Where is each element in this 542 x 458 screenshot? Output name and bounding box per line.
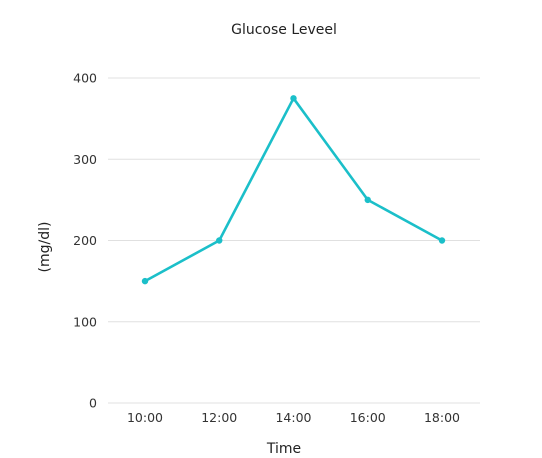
x-tick-label: 18:00 [424, 410, 460, 425]
x-tick-label: 12:00 [201, 410, 237, 425]
x-tick-label: 16:00 [350, 410, 386, 425]
x-axis-label: Time [266, 441, 301, 457]
y-axis-ticks: 0 100 200 300 400 [73, 71, 97, 411]
y-tick-label: 100 [73, 314, 97, 329]
x-axis-ticks: 10:00 12:00 14:00 16:00 18:00 [127, 410, 460, 425]
data-point [141, 277, 149, 285]
data-point [290, 95, 297, 102]
series-group [141, 95, 446, 285]
x-tick-label: 10:00 [127, 410, 163, 425]
data-point [438, 237, 446, 244]
data-point [216, 237, 223, 244]
series-line [143, 97, 444, 283]
y-axis-label: (mg/dl) [37, 222, 53, 273]
gridlines [108, 77, 480, 404]
data-point [364, 196, 371, 204]
x-tick-label: 14:00 [275, 410, 311, 425]
y-tick-label: 0 [89, 396, 97, 411]
y-tick-label: 200 [73, 233, 97, 248]
y-tick-label: 400 [73, 71, 97, 86]
y-tick-label: 300 [73, 152, 97, 167]
chart-title: Glucose Leveel [231, 22, 337, 38]
